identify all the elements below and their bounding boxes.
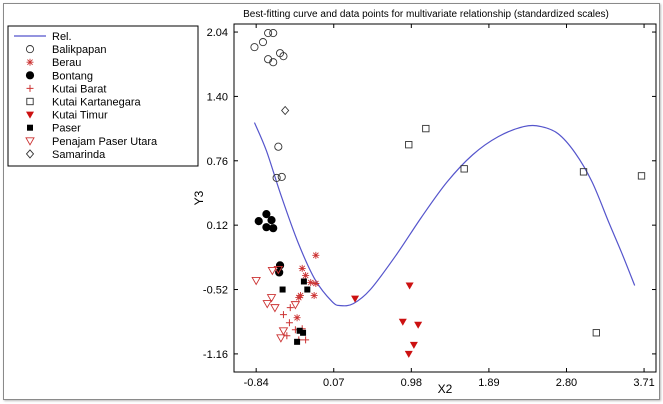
fit-curve-group [253,122,636,307]
point-paser [294,338,301,345]
legend-swatch-berau [26,58,34,66]
point-kutai-kartanegara [460,165,468,173]
chart-title: Best-fitting curve and data points for m… [243,9,609,20]
point-balikpapan [250,43,259,52]
x-tick-label: 1.89 [478,377,499,389]
y-tick-label: 2.04 [207,27,228,39]
legend-label-kutai-timur: Kutai Timur [52,110,108,122]
legend-label-kutai-kartanegara: Kutai Kartanegara [52,97,142,109]
point-kutai-kartanegara [579,168,588,176]
x-tick-label: 0.98 [401,377,422,389]
point-balikpapan [272,173,281,182]
y-axis-label: Y3 [192,190,206,205]
x-axis-label: X2 [438,382,453,396]
legend-swatch-balikpapan [25,45,35,54]
point-kutai-timur [405,282,414,290]
legend-swatch-penajam-paser-utara [25,137,35,146]
legend-label-bontang: Bontang [52,70,93,82]
point-paser [296,327,303,334]
x-tick-label: 0.07 [323,377,344,389]
point-berau [307,278,315,286]
point-penajam-paser-utara [267,266,278,276]
point-penajam-paser-utara [262,300,273,309]
point-balikpapan [277,172,286,181]
point-penajam-paser-utara [290,301,301,310]
point-kutai-kartanegara [592,329,600,337]
point-kutai-barat [285,319,293,327]
x-tick-label: 2.80 [556,377,577,389]
y-tick-label: 1.40 [207,91,228,103]
point-balikpapan [269,29,278,38]
point-balikpapan [274,142,283,151]
legend-swatch-paser [27,124,33,131]
point-paser [300,278,307,285]
point-penajam-paser-utara [251,277,261,286]
point-kutai-timur [409,341,418,349]
point-kutai-kartanegara [405,141,413,149]
point-bontang [267,216,276,225]
point-paser [304,286,311,293]
legend-label-balikpapan: Balikpapan [52,44,106,56]
y-tick-label: -1.16 [203,349,228,361]
legend-swatch-kutai-timur [26,111,34,119]
point-bontang [254,217,263,226]
point-paser [279,286,286,293]
point-balikpapan [264,29,273,38]
legend-label-paser: Paser [52,123,81,135]
point-balikpapan [269,58,278,67]
legend-label-rel: Rel. [52,31,72,43]
point-bontang [262,223,271,232]
point-bontang [269,224,278,233]
point-kutai-timur [404,350,413,358]
point-berau [296,292,304,300]
point-berau [312,251,320,259]
axis-ticks: -0.84 0.07 0.98 1.89 2.80 3.71 -1.16 -0.52 0.12 0… [203,24,656,389]
fit-curve-line [253,122,636,307]
legend-box [7,25,199,167]
point-berau [293,314,301,322]
point-bontang [262,209,271,219]
legend-label-samarinda: Samarinda [52,149,106,161]
point-penajam-paser-utara [278,327,289,336]
x-tick-label: -0.84 [244,377,269,389]
legend-swatch-bontang [25,71,35,80]
chart-frame: Best-fitting curve and data points for m… [3,3,660,400]
point-kutai-kartanegara [637,172,646,180]
point-kutai-timur [351,295,360,303]
point-penajam-paser-utara [270,304,280,313]
point-penajam-paser-utara [276,334,286,343]
legend-swatch-samarinda [25,149,35,159]
legend-label-berau: Berau [52,57,81,69]
plot-area [233,23,657,373]
point-balikpapan [279,52,288,61]
y-tick-label: 0.12 [207,220,228,232]
y-tick-label: 0.76 [207,156,228,168]
point-samarinda [281,105,290,116]
data-points [250,29,646,358]
point-kutai-timur [398,318,407,326]
legend-swatch-kutai-barat [26,84,34,92]
x-tick-label: 3.71 [633,377,654,389]
point-kutai-barat [279,311,287,319]
y-tick-label: -0.52 [203,285,228,297]
point-berau [302,271,310,279]
point-paser [300,329,307,336]
point-berau [298,264,306,272]
chart-svg: Best-fitting curve and data points for m… [7,9,657,396]
point-kutai-barat [286,304,294,312]
legend-label-kutai-barat: Kutai Barat [52,83,106,95]
point-kutai-kartanegara [422,124,430,133]
legend-label-penajam-paser-utara: Penajam Paser Utara [52,136,158,148]
point-berau [312,279,320,287]
point-kutai-timur [414,321,423,329]
point-berau [310,292,318,300]
point-penajam-paser-utara [266,294,277,303]
point-balikpapan [258,38,268,47]
legend-swatch-kutai-kartanegara [26,97,34,106]
point-penajam-paser-utara [273,265,284,275]
point-kutai-barat [302,336,310,344]
point-bontang [275,261,285,270]
